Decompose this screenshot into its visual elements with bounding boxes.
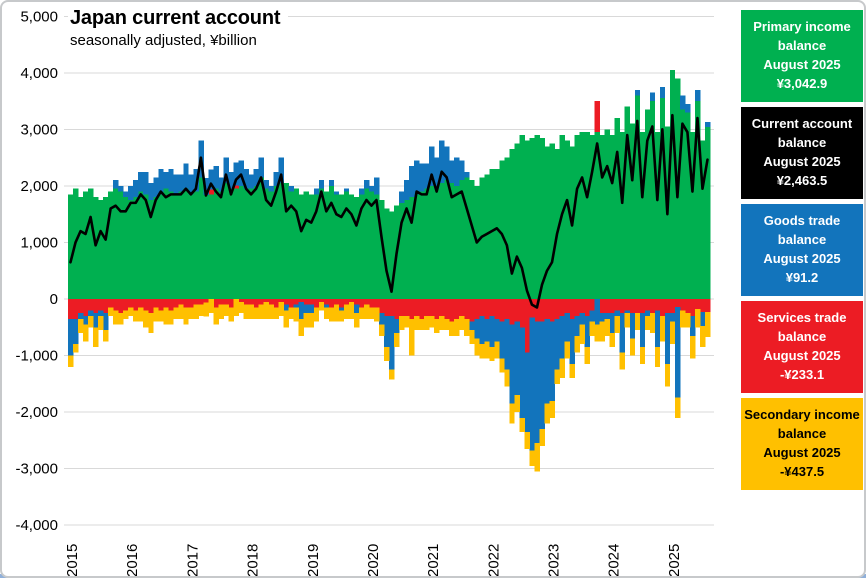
legend-label: Current account balance bbox=[751, 116, 853, 151]
title-block: Japan current account seasonally adjuste… bbox=[68, 7, 289, 51]
svg-text:2024: 2024 bbox=[606, 544, 623, 577]
legend-box-secondary-income: Secondary income balance August 2025 -¥4… bbox=[741, 398, 863, 490]
legend-value: ¥91.2 bbox=[785, 269, 819, 285]
y-axis-labels: 5,000 4,000 3,000 2,000 1,000 0 -1,000 -2,000 -3… bbox=[15, 8, 58, 534]
svg-text:2016: 2016 bbox=[124, 544, 141, 577]
legend-label: Services trade balance bbox=[757, 310, 847, 345]
legend-label: Primary income balance bbox=[753, 19, 851, 54]
svg-text:2019: 2019 bbox=[305, 544, 322, 577]
legend-box-current-account: Current account balance August 2025 ¥2,4… bbox=[741, 107, 863, 199]
legend-period: August 2025 bbox=[763, 57, 841, 72]
svg-text:5,000: 5,000 bbox=[20, 8, 58, 25]
svg-text:-4,000: -4,000 bbox=[15, 517, 58, 534]
legend-period: August 2025 bbox=[763, 154, 841, 169]
bars-goods-trade-balance bbox=[68, 86, 711, 451]
svg-text:2,000: 2,000 bbox=[20, 178, 58, 195]
svg-text:2018: 2018 bbox=[245, 544, 262, 577]
legend-label: Secondary income balance bbox=[744, 407, 860, 442]
svg-text:1,000: 1,000 bbox=[20, 234, 58, 251]
legend-period: August 2025 bbox=[763, 348, 841, 363]
legend-value: -¥437.5 bbox=[779, 463, 825, 479]
svg-text:2015: 2015 bbox=[64, 544, 81, 577]
legend-value: ¥2,463.5 bbox=[776, 172, 828, 188]
svg-text:2021: 2021 bbox=[425, 544, 442, 577]
svg-text:2022: 2022 bbox=[485, 544, 502, 577]
bars-secondary-income-balance bbox=[68, 299, 711, 472]
svg-text:-1,000: -1,000 bbox=[15, 348, 58, 365]
legend-period: August 2025 bbox=[763, 251, 841, 266]
legend-label: Goods trade balance bbox=[763, 213, 841, 248]
legend-box-services-trade: Services trade balance August 2025 -¥233… bbox=[741, 301, 863, 393]
x-axis-labels: 2015 2016 2017 2018 2019 2020 2021 2022 2023 2024… bbox=[64, 544, 683, 577]
current-account-line bbox=[69, 113, 709, 309]
legend-box-primary-income: Primary income balance August 2025 ¥3,04… bbox=[741, 10, 863, 102]
svg-text:-3,000: -3,000 bbox=[15, 461, 58, 478]
legend-period: August 2025 bbox=[763, 445, 841, 460]
chart-title: Japan current account bbox=[70, 7, 281, 29]
legend-box-goods-trade: Goods trade balance August 2025 ¥91.2 bbox=[741, 204, 863, 296]
bars-services-trade-balance bbox=[68, 101, 711, 353]
svg-text:2017: 2017 bbox=[184, 544, 201, 577]
svg-text:2023: 2023 bbox=[546, 544, 563, 577]
legend-value: ¥3,042.9 bbox=[776, 75, 828, 91]
legend-value: -¥233.1 bbox=[779, 366, 825, 382]
svg-text:3,000: 3,000 bbox=[20, 121, 58, 138]
svg-text:-2,000: -2,000 bbox=[15, 404, 58, 421]
chart-subtitle: seasonally adjusted, ¥billion bbox=[70, 32, 257, 49]
legend: Primary income balance August 2025 ¥3,04… bbox=[741, 10, 863, 490]
svg-text:4,000: 4,000 bbox=[20, 65, 58, 82]
svg-text:2020: 2020 bbox=[365, 544, 382, 577]
svg-text:0: 0 bbox=[50, 291, 58, 308]
svg-text:2025: 2025 bbox=[666, 544, 683, 577]
